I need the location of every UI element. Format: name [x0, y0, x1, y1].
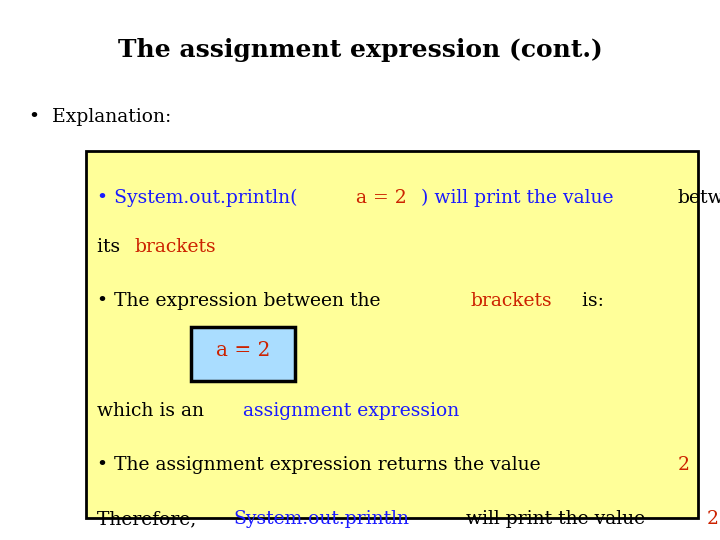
Text: brackets: brackets — [471, 292, 552, 309]
Text: brackets: brackets — [135, 238, 217, 255]
Text: assignment expression: assignment expression — [243, 402, 459, 420]
Text: between: between — [678, 189, 720, 207]
Text: a = 2: a = 2 — [216, 341, 270, 361]
Text: is:: is: — [576, 292, 604, 309]
Text: will print the value: will print the value — [460, 510, 651, 528]
Text: Therefore,: Therefore, — [97, 510, 202, 528]
FancyBboxPatch shape — [191, 327, 295, 381]
Text: 2: 2 — [678, 456, 689, 474]
Text: which is an: which is an — [97, 402, 210, 420]
Text: The assignment expression (cont.): The assignment expression (cont.) — [117, 38, 603, 62]
Text: its: its — [97, 238, 126, 255]
Text: System.out.println: System.out.println — [233, 510, 409, 528]
FancyBboxPatch shape — [86, 151, 698, 518]
Text: • The expression between the: • The expression between the — [97, 292, 387, 309]
Text: ) will print the value: ) will print the value — [421, 189, 620, 207]
Text: • System.out.println(: • System.out.println( — [97, 189, 297, 207]
Text: • The assignment expression returns the value: • The assignment expression returns the … — [97, 456, 546, 474]
Text: a = 2: a = 2 — [356, 189, 407, 207]
Text: •  Explanation:: • Explanation: — [29, 108, 171, 126]
Text: 2: 2 — [707, 510, 719, 528]
